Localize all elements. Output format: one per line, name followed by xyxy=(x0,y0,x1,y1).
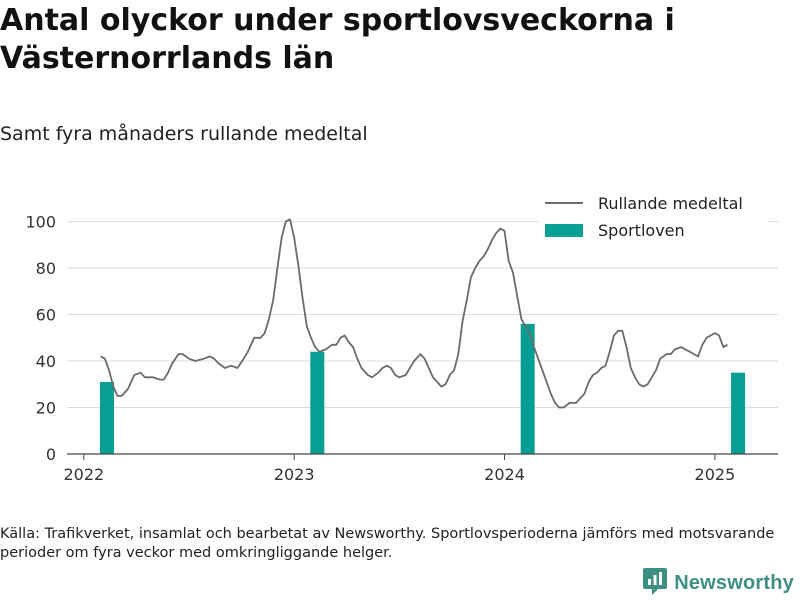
bar-sportlov xyxy=(731,372,746,454)
x-tick-label: 2025 xyxy=(695,465,736,484)
x-tick-label: 2023 xyxy=(274,465,315,484)
legend-label-sportlov: Sportloven xyxy=(598,221,685,240)
newsworthy-logo-icon xyxy=(642,566,668,600)
y-tick-label: 40 xyxy=(36,352,56,371)
chart-title: Antal olyckor under sportlovsveckorna i … xyxy=(0,3,675,76)
source-note: Källa: Trafikverket, insamlat och bearbe… xyxy=(0,526,775,561)
y-tick-label: 100 xyxy=(25,213,56,232)
chart-subtitle: Samt fyra månaders rullande medeltal xyxy=(0,123,368,145)
y-tick-label: 0 xyxy=(46,445,56,464)
axes: 0 20 40 60 80 100 2022 2023 2024 2025 xyxy=(25,213,778,484)
chart-area: 0 20 40 60 80 100 2022 2023 2024 2025 Rullande me… xyxy=(25,194,778,484)
legend-label-rolling-mean: Rullande medeltal xyxy=(598,194,743,213)
x-tick-label: 2024 xyxy=(484,465,525,484)
brand-name: Newsworthy xyxy=(674,571,794,594)
line-series xyxy=(100,218,728,409)
bar-sportlov xyxy=(520,323,535,454)
y-tick-label: 60 xyxy=(36,306,56,325)
bar-sportlov xyxy=(99,381,114,454)
line-rolling-mean xyxy=(100,218,728,409)
x-tick-label: 2022 xyxy=(63,465,104,484)
legend: Rullande medeltal Sportloven xyxy=(538,194,768,255)
legend-bar-swatch xyxy=(545,224,583,237)
bar-series xyxy=(99,323,746,454)
y-tick-label: 80 xyxy=(36,259,56,278)
brand-logo[interactable]: Newsworthy xyxy=(642,568,794,598)
bar-sportlov xyxy=(310,351,325,454)
y-tick-label: 20 xyxy=(36,399,56,418)
